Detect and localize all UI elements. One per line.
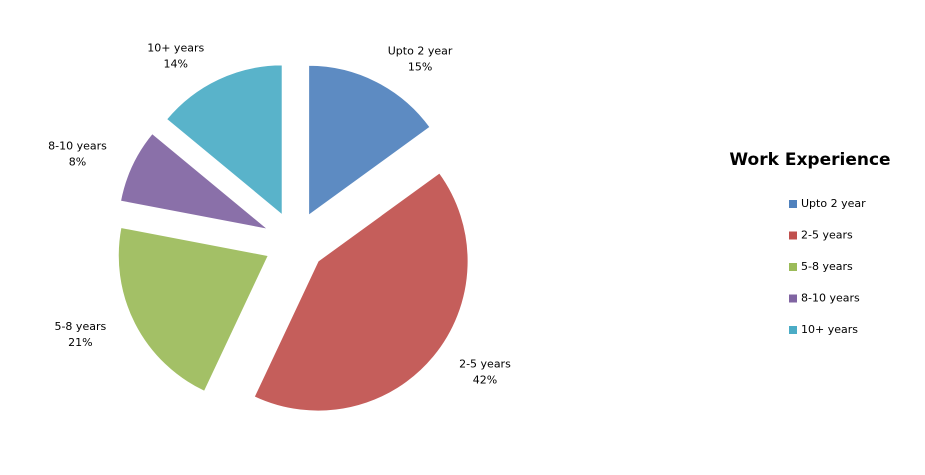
slice-value-label: 15% <box>408 60 432 73</box>
slice-label: Upto 2 year <box>388 44 453 57</box>
legend-swatch <box>789 200 797 208</box>
slice-label: 10+ years <box>147 42 204 55</box>
legend-label: 5-8 years <box>801 260 853 273</box>
legend-swatch <box>789 231 797 240</box>
slice-label: 8-10 years <box>48 140 107 153</box>
legend-label: 8-10 years <box>801 292 860 305</box>
pie-slice <box>119 132 269 230</box>
legend-swatch <box>789 326 797 334</box>
legend-swatch <box>789 294 797 303</box>
legend-label: Upto 2 year <box>801 197 866 210</box>
slice-label: 2-5 years <box>459 358 511 371</box>
pie-slice <box>253 172 469 412</box>
pie-slice <box>308 64 431 217</box>
legend-label: 2-5 years <box>801 229 853 242</box>
chart-title: Work Experience <box>729 150 890 170</box>
slice-value-label: 42% <box>473 374 497 387</box>
legend-swatch <box>789 263 797 271</box>
slice-label: 5-8 years <box>54 320 106 333</box>
slice-value-label: 8% <box>69 156 86 169</box>
pie-slice <box>165 64 283 216</box>
pie-slice <box>117 226 269 393</box>
slice-value-label: 14% <box>163 58 187 71</box>
slice-value-label: 21% <box>68 336 92 349</box>
legend-label: 10+ years <box>801 323 858 336</box>
